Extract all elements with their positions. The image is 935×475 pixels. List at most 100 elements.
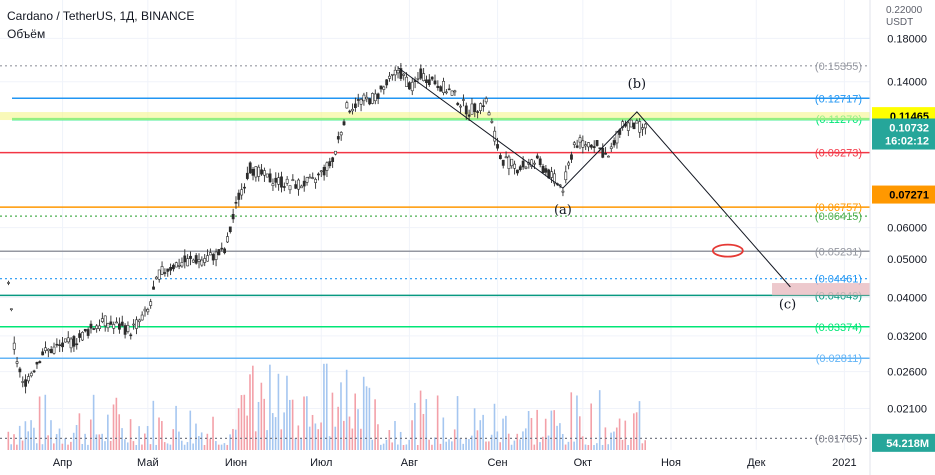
candle-body	[299, 185, 303, 189]
candle-body	[86, 329, 90, 336]
volume-bar	[399, 431, 402, 450]
candle-body	[208, 252, 212, 256]
volume-bar	[67, 444, 69, 450]
candle-body	[501, 159, 505, 166]
volume-bar	[203, 444, 206, 450]
volume-bar	[30, 420, 32, 450]
candle-body	[277, 177, 281, 185]
volume-bar	[527, 411, 530, 450]
candle-body	[570, 154, 573, 160]
currency-code: USDT	[886, 17, 914, 28]
candle-body	[504, 156, 508, 159]
volume-bar	[479, 420, 482, 450]
candle-body	[103, 315, 107, 327]
volume-bar	[459, 438, 462, 450]
volume-bar	[129, 419, 132, 450]
candle-body	[518, 166, 522, 171]
volume-bar	[161, 421, 163, 450]
volume-bar	[89, 419, 92, 450]
level-label: (0.09273)	[815, 148, 862, 160]
level-label: (0.03374)	[815, 322, 862, 334]
candle-body	[371, 93, 374, 104]
y-tick-label: 0.14000	[887, 77, 927, 89]
volume-bar	[274, 417, 277, 450]
volume-bar	[482, 414, 484, 450]
candle-body	[263, 170, 266, 176]
volume-bar	[220, 444, 223, 450]
volume-bar	[124, 439, 126, 450]
candle-body	[470, 103, 474, 115]
candle-body	[311, 177, 315, 179]
candle-body	[362, 94, 366, 102]
volume-bar	[630, 439, 632, 450]
volume-bar	[81, 443, 84, 450]
volume-bar	[41, 444, 44, 450]
volume-bar	[573, 441, 575, 450]
volume-bar	[186, 442, 189, 450]
volume-bar	[434, 437, 436, 450]
wave-label: (c)	[779, 298, 796, 313]
candle-body	[427, 79, 431, 85]
candle-body	[516, 169, 519, 174]
candle-body	[66, 337, 70, 343]
candle-body	[135, 319, 138, 329]
target-box	[772, 283, 870, 296]
y-tick-label: 0.02100	[887, 403, 927, 415]
candle-body	[359, 99, 363, 105]
volume-bar	[556, 425, 558, 450]
currency-label: 0.22000 USDT	[886, 5, 922, 29]
candle-body	[109, 321, 113, 325]
volume-bar	[570, 392, 573, 450]
top-tick: 0.22000	[886, 5, 923, 16]
candle-body	[484, 98, 488, 103]
candle-body	[331, 157, 335, 162]
volume-bar	[320, 422, 322, 450]
volume-bar	[485, 441, 487, 450]
volume-bar	[513, 440, 516, 450]
candle-body	[604, 153, 607, 155]
volume-bar	[345, 369, 348, 450]
candle-body	[29, 372, 33, 377]
volume-bar	[505, 415, 507, 450]
volume-bar	[462, 443, 465, 450]
volume-bar	[257, 401, 260, 450]
candle-body	[402, 73, 406, 76]
volume-bar	[408, 439, 411, 450]
volume-bar	[587, 444, 590, 450]
volume-bar	[206, 433, 209, 450]
volume-bar	[234, 429, 237, 450]
candle-body	[456, 102, 460, 106]
candle-body	[191, 259, 195, 263]
volume-bar	[61, 443, 64, 450]
volume-bar	[297, 425, 300, 450]
candle-body	[567, 162, 571, 166]
volume-bar	[217, 444, 220, 450]
candle-body	[89, 323, 93, 329]
candle-body	[46, 348, 50, 352]
candle-body	[459, 105, 462, 108]
candle-body	[285, 178, 289, 184]
candle-body	[589, 144, 593, 148]
candle-body	[240, 189, 244, 196]
volume-bar	[596, 443, 598, 450]
volume-bar	[126, 442, 129, 450]
candle-body	[498, 155, 502, 160]
y-tick-label: 0.04000	[887, 292, 927, 304]
volume-bar	[627, 444, 629, 450]
candle-body	[481, 105, 485, 107]
candle-body	[388, 75, 391, 79]
resistance-band	[0, 112, 870, 121]
candle-body	[587, 142, 590, 148]
candle-body	[314, 179, 317, 183]
candle-body	[15, 361, 19, 364]
volume-bar	[633, 413, 635, 450]
volume-bar	[311, 414, 314, 450]
volume-bar	[87, 444, 89, 450]
candle-body	[282, 186, 286, 188]
volume-bar	[499, 442, 501, 450]
volume-bar	[561, 433, 564, 450]
wave-path	[397, 67, 791, 288]
candle-body	[291, 179, 295, 181]
